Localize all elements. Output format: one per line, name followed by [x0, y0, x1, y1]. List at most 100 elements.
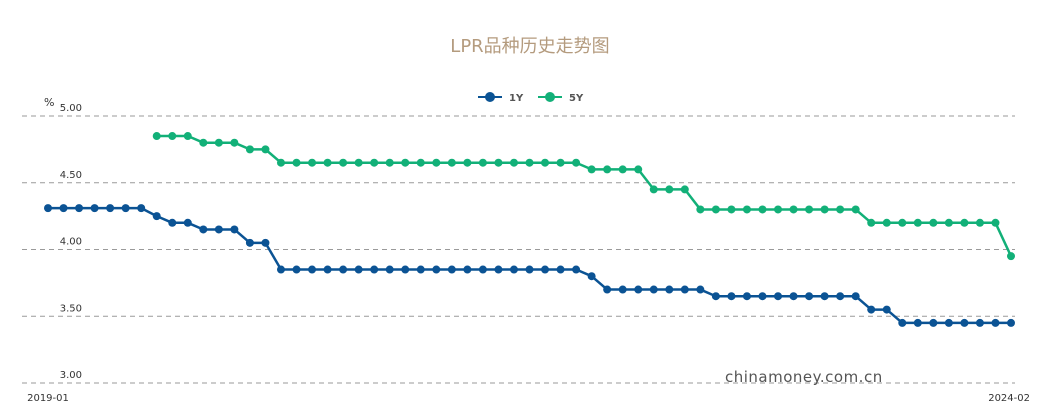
data-point[interactable] [370, 158, 379, 167]
data-point[interactable] [183, 218, 192, 227]
data-point[interactable] [292, 158, 301, 167]
data-point[interactable] [758, 205, 767, 214]
data-point[interactable] [556, 158, 565, 167]
data-point[interactable] [851, 292, 860, 301]
data-point[interactable] [929, 318, 938, 327]
data-point[interactable] [1007, 252, 1015, 261]
data-point[interactable] [805, 205, 814, 214]
data-point[interactable] [789, 292, 798, 301]
data-point[interactable] [898, 318, 907, 327]
data-point[interactable] [401, 158, 410, 167]
data-point[interactable] [230, 138, 239, 147]
data-point[interactable] [59, 204, 68, 213]
data-point[interactable] [168, 218, 177, 227]
data-point[interactable] [214, 138, 223, 147]
data-point[interactable] [308, 265, 317, 274]
data-point[interactable] [199, 138, 208, 147]
data-point[interactable] [960, 318, 969, 327]
data-point[interactable] [478, 158, 487, 167]
data-point[interactable] [944, 218, 953, 227]
data-point[interactable] [711, 292, 720, 301]
data-point[interactable] [401, 265, 410, 274]
data-point[interactable] [152, 132, 161, 141]
data-point[interactable] [416, 158, 425, 167]
data-point[interactable] [680, 185, 689, 194]
data-point[interactable] [836, 205, 845, 214]
legend-item-5y[interactable]: 5Y [538, 92, 584, 104]
data-point[interactable] [308, 158, 317, 167]
data-point[interactable] [618, 285, 627, 294]
data-point[interactable] [509, 265, 518, 274]
data-point[interactable] [339, 265, 348, 274]
data-point[interactable] [618, 165, 627, 174]
data-point[interactable] [898, 218, 907, 227]
data-point[interactable] [354, 158, 363, 167]
data-point[interactable] [556, 265, 565, 274]
data-point[interactable] [789, 205, 798, 214]
data-point[interactable] [805, 292, 814, 301]
data-point[interactable] [525, 158, 534, 167]
data-point[interactable] [572, 158, 581, 167]
data-point[interactable] [168, 132, 177, 141]
data-point[interactable] [75, 204, 84, 213]
data-point[interactable] [44, 204, 52, 213]
data-point[interactable] [882, 305, 891, 314]
data-point[interactable] [137, 204, 146, 213]
data-point[interactable] [463, 158, 472, 167]
data-point[interactable] [525, 265, 534, 274]
data-point[interactable] [836, 292, 845, 301]
data-point[interactable] [960, 218, 969, 227]
data-point[interactable] [509, 158, 518, 167]
data-point[interactable] [385, 265, 394, 274]
data-point[interactable] [696, 285, 705, 294]
legend-item-1y[interactable]: 1Y [478, 92, 524, 104]
data-point[interactable] [494, 265, 503, 274]
data-point[interactable] [323, 158, 332, 167]
data-point[interactable] [727, 292, 736, 301]
data-point[interactable] [245, 238, 254, 247]
data-point[interactable] [603, 285, 612, 294]
data-point[interactable] [245, 145, 254, 154]
data-point[interactable] [774, 205, 783, 214]
data-point[interactable] [851, 205, 860, 214]
data-point[interactable] [820, 292, 829, 301]
data-point[interactable] [991, 218, 1000, 227]
data-point[interactable] [774, 292, 783, 301]
data-point[interactable] [696, 205, 705, 214]
data-point[interactable] [385, 158, 394, 167]
data-point[interactable] [152, 212, 161, 221]
data-point[interactable] [276, 265, 285, 274]
data-point[interactable] [711, 205, 720, 214]
data-point[interactable] [975, 318, 984, 327]
data-point[interactable] [867, 218, 876, 227]
data-point[interactable] [478, 265, 487, 274]
data-point[interactable] [929, 218, 938, 227]
data-point[interactable] [463, 265, 472, 274]
data-point[interactable] [913, 218, 922, 227]
data-point[interactable] [975, 218, 984, 227]
data-point[interactable] [649, 285, 658, 294]
data-point[interactable] [572, 265, 581, 274]
data-point[interactable] [603, 165, 612, 174]
data-point[interactable] [665, 285, 674, 294]
data-point[interactable] [944, 318, 953, 327]
data-point[interactable] [447, 265, 456, 274]
data-point[interactable] [820, 205, 829, 214]
data-point[interactable] [758, 292, 767, 301]
data-point[interactable] [541, 158, 550, 167]
data-point[interactable] [199, 225, 208, 234]
data-point[interactable] [323, 265, 332, 274]
data-point[interactable] [634, 165, 643, 174]
data-point[interactable] [416, 265, 425, 274]
data-point[interactable] [991, 318, 1000, 327]
data-point[interactable] [665, 185, 674, 194]
data-point[interactable] [634, 285, 643, 294]
data-point[interactable] [587, 165, 596, 174]
data-point[interactable] [447, 158, 456, 167]
data-point[interactable] [339, 158, 348, 167]
data-point[interactable] [261, 238, 270, 247]
data-point[interactable] [432, 158, 441, 167]
data-point[interactable] [742, 205, 751, 214]
data-point[interactable] [261, 145, 270, 154]
data-point[interactable] [432, 265, 441, 274]
